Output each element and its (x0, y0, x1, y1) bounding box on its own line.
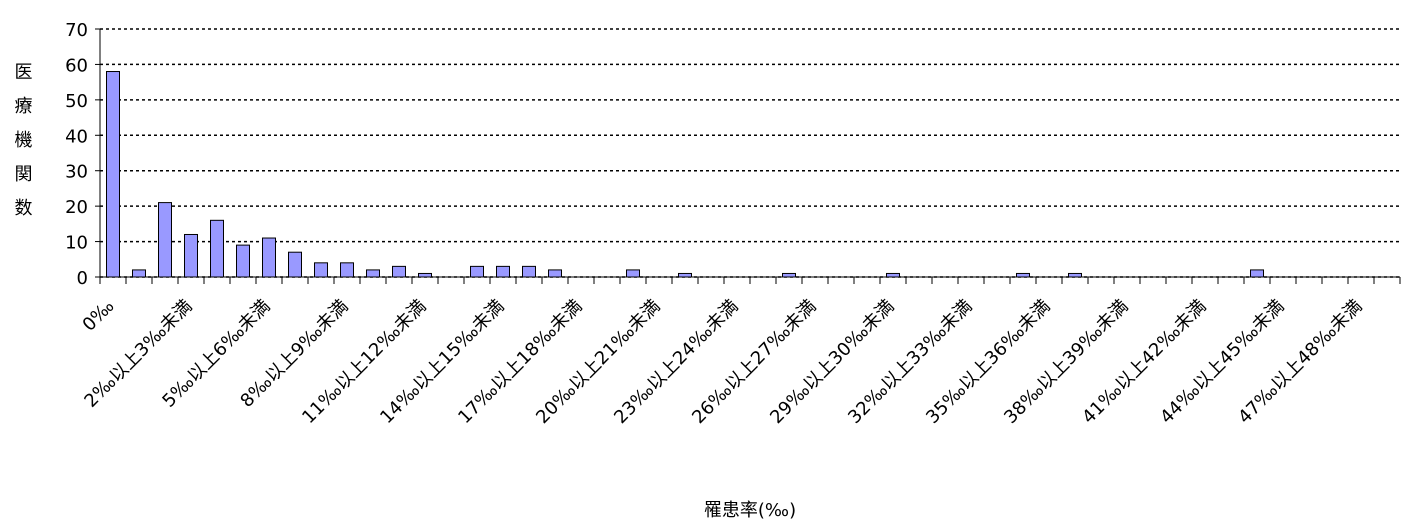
x-axis-label: 罹患率(‰) (704, 500, 796, 521)
bar (782, 272, 796, 278)
y-tick-label: 20 (65, 197, 88, 218)
bar (1068, 272, 1082, 278)
y-tick-label: 30 (65, 162, 88, 183)
bar (1016, 272, 1030, 278)
bar (1250, 269, 1264, 278)
y-tick-label: 40 (65, 126, 88, 147)
bar (496, 265, 510, 278)
bar (470, 265, 484, 278)
bar (236, 244, 250, 278)
bar (106, 71, 120, 278)
bar (418, 272, 432, 278)
bar (678, 272, 692, 278)
bar (132, 269, 146, 278)
bar (158, 202, 172, 278)
y-tick-label: 10 (65, 233, 88, 254)
bar (314, 262, 328, 278)
bar (886, 272, 900, 278)
y-tick-label: 60 (65, 55, 88, 76)
bar (262, 237, 276, 278)
bar (626, 269, 640, 278)
bar (366, 269, 380, 278)
bar (548, 269, 562, 278)
bar (340, 262, 354, 278)
bar (184, 233, 198, 278)
bar (392, 265, 406, 278)
x-tick-label: 0‰ (79, 296, 119, 336)
y-tick-label: 0 (77, 268, 88, 289)
bar (210, 219, 224, 278)
y-axis-label: 医療機関数 (12, 62, 33, 232)
y-tick-label: 50 (65, 91, 88, 112)
y-tick-label: 70 (65, 20, 88, 41)
bar (288, 251, 302, 278)
bar (522, 265, 536, 278)
